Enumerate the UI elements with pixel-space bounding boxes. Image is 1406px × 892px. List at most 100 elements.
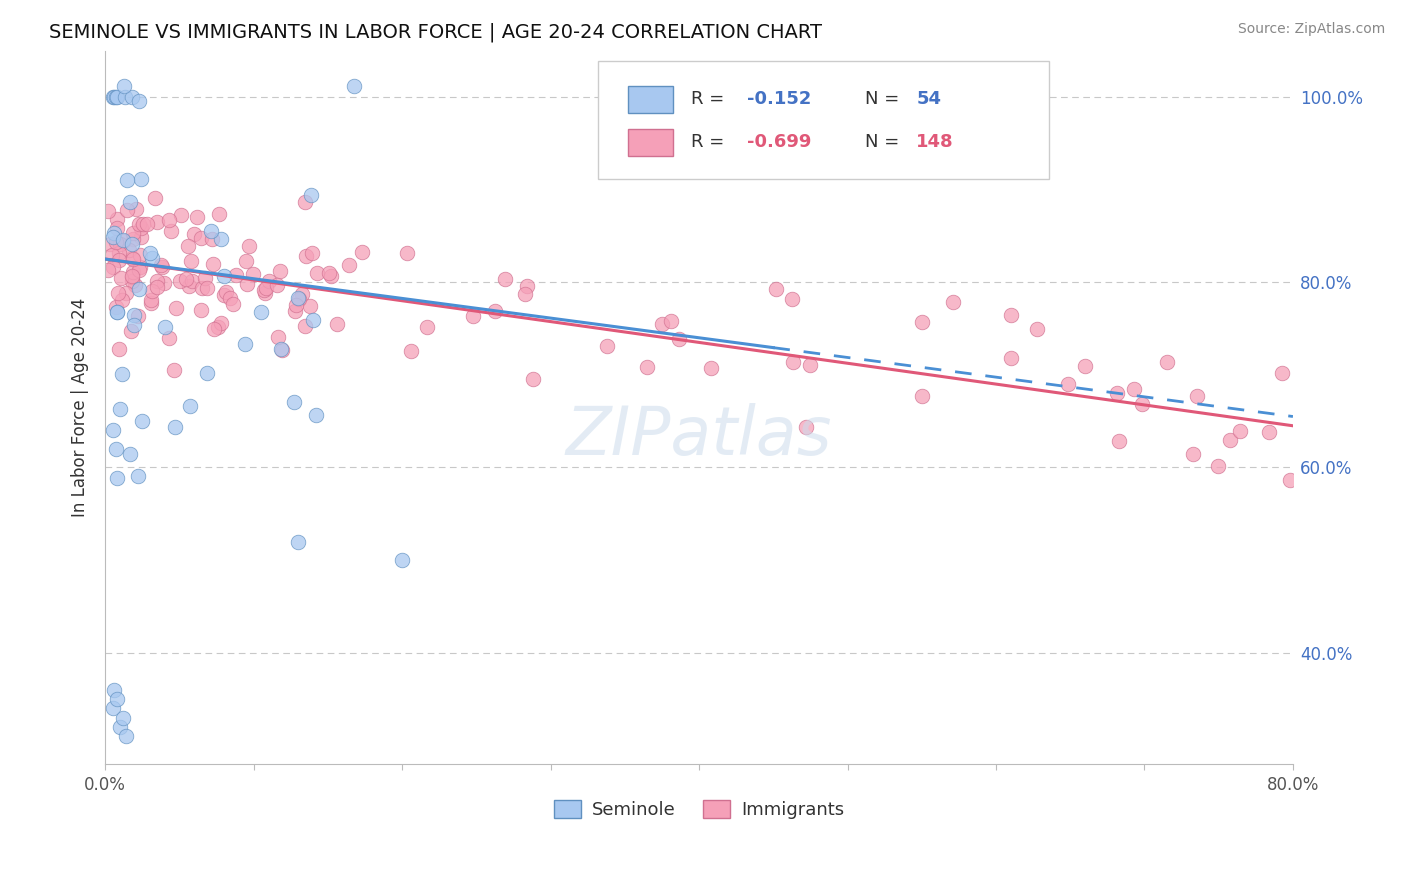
Point bbox=[325, 317, 347, 331]
Point bbox=[121, 90, 143, 104]
Point bbox=[254, 281, 277, 295]
Point bbox=[157, 213, 180, 227]
Point bbox=[153, 277, 176, 291]
Point bbox=[513, 286, 536, 301]
Point bbox=[270, 343, 292, 357]
Point bbox=[112, 234, 135, 248]
Text: R =: R = bbox=[690, 90, 730, 108]
Point bbox=[105, 692, 128, 706]
Point bbox=[659, 314, 682, 328]
Point bbox=[782, 354, 804, 368]
Point bbox=[201, 231, 224, 245]
Point bbox=[215, 285, 238, 299]
Point bbox=[190, 302, 212, 317]
Point bbox=[129, 171, 152, 186]
Point bbox=[287, 291, 309, 305]
Point bbox=[782, 292, 804, 306]
Point bbox=[176, 239, 198, 253]
Point bbox=[1279, 473, 1302, 487]
Point bbox=[1000, 351, 1022, 365]
Text: -0.152: -0.152 bbox=[747, 90, 811, 108]
Point bbox=[115, 729, 138, 743]
Point bbox=[127, 309, 149, 323]
Point bbox=[202, 322, 225, 336]
Point bbox=[283, 394, 305, 409]
Point bbox=[799, 358, 821, 372]
Point bbox=[124, 277, 146, 292]
Point bbox=[254, 285, 277, 300]
Point bbox=[115, 203, 138, 218]
Point bbox=[108, 720, 131, 734]
Point bbox=[399, 343, 422, 358]
Point bbox=[108, 401, 131, 416]
Point bbox=[101, 248, 124, 262]
Point bbox=[107, 246, 129, 260]
Point bbox=[131, 230, 153, 244]
Point bbox=[122, 252, 145, 266]
Text: N =: N = bbox=[865, 90, 905, 108]
Point bbox=[101, 424, 124, 438]
Legend: Seminole, Immigrants: Seminole, Immigrants bbox=[547, 792, 851, 826]
Point bbox=[271, 343, 294, 357]
Text: R =: R = bbox=[690, 133, 730, 151]
Point bbox=[105, 221, 128, 235]
Point bbox=[318, 266, 340, 280]
Text: 54: 54 bbox=[917, 90, 942, 108]
Point bbox=[127, 469, 149, 483]
Point bbox=[128, 94, 150, 108]
Point bbox=[101, 260, 124, 274]
Point bbox=[108, 237, 131, 252]
Point bbox=[301, 246, 323, 260]
Point bbox=[104, 442, 127, 456]
Point bbox=[266, 277, 288, 292]
Point bbox=[165, 301, 187, 315]
Point bbox=[209, 316, 232, 330]
Point bbox=[105, 211, 128, 226]
Point bbox=[186, 211, 208, 225]
Point bbox=[122, 318, 145, 333]
Point bbox=[121, 236, 143, 251]
Point bbox=[105, 235, 128, 250]
Point bbox=[1000, 308, 1022, 322]
Point bbox=[267, 330, 290, 344]
Point bbox=[257, 274, 280, 288]
Point bbox=[160, 224, 183, 238]
Point bbox=[494, 272, 516, 286]
Point bbox=[1105, 386, 1128, 401]
Point bbox=[170, 208, 193, 222]
Point bbox=[139, 293, 162, 307]
Point bbox=[396, 246, 419, 260]
Point bbox=[233, 337, 256, 351]
Point bbox=[911, 315, 934, 329]
Point bbox=[484, 303, 506, 318]
Point bbox=[238, 239, 260, 253]
Point bbox=[146, 215, 169, 229]
Point bbox=[105, 305, 128, 319]
Point bbox=[765, 282, 787, 296]
Text: SEMINOLE VS IMMIGRANTS IN LABOR FORCE | AGE 20-24 CORRELATION CHART: SEMINOLE VS IMMIGRANTS IN LABOR FORCE | … bbox=[49, 22, 823, 42]
Point bbox=[141, 285, 163, 299]
Y-axis label: In Labor Force | Age 20-24: In Labor Force | Age 20-24 bbox=[72, 298, 89, 516]
Point bbox=[1182, 447, 1205, 461]
Point bbox=[463, 310, 485, 324]
Point bbox=[942, 295, 965, 310]
Point bbox=[284, 298, 307, 312]
Point bbox=[105, 305, 128, 319]
Point bbox=[112, 233, 135, 247]
Point bbox=[121, 274, 143, 288]
Point bbox=[207, 320, 229, 334]
FancyBboxPatch shape bbox=[628, 129, 673, 156]
Point bbox=[103, 227, 125, 241]
Point bbox=[287, 534, 309, 549]
Point bbox=[112, 78, 135, 93]
Point bbox=[179, 399, 201, 413]
Text: Source: ZipAtlas.com: Source: ZipAtlas.com bbox=[1237, 22, 1385, 37]
Point bbox=[235, 254, 257, 268]
Point bbox=[150, 260, 173, 274]
Point bbox=[120, 195, 142, 210]
Point bbox=[117, 173, 139, 187]
Point bbox=[307, 266, 329, 280]
Point bbox=[253, 283, 276, 297]
Point bbox=[169, 274, 191, 288]
Point bbox=[700, 360, 723, 375]
